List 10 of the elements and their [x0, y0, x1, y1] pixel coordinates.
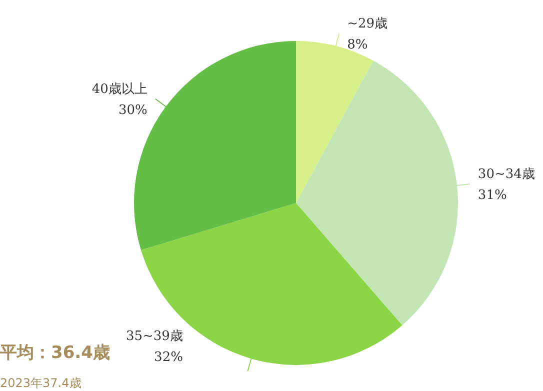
data-label: 31% [478, 188, 507, 203]
slice-label: 30~34歳 [478, 166, 535, 182]
text: 平均：36.4歳 [0, 343, 110, 363]
slice-label: 35~39歳 [126, 329, 183, 344]
data-label: 30% [118, 102, 148, 118]
slice-label: 40歳以上 [92, 82, 148, 97]
data-label: 8% [347, 37, 368, 52]
data-label: 32% [154, 350, 183, 365]
slice-label: ~29歳 [347, 16, 388, 32]
text: 2023年37.4歳 [0, 376, 82, 390]
